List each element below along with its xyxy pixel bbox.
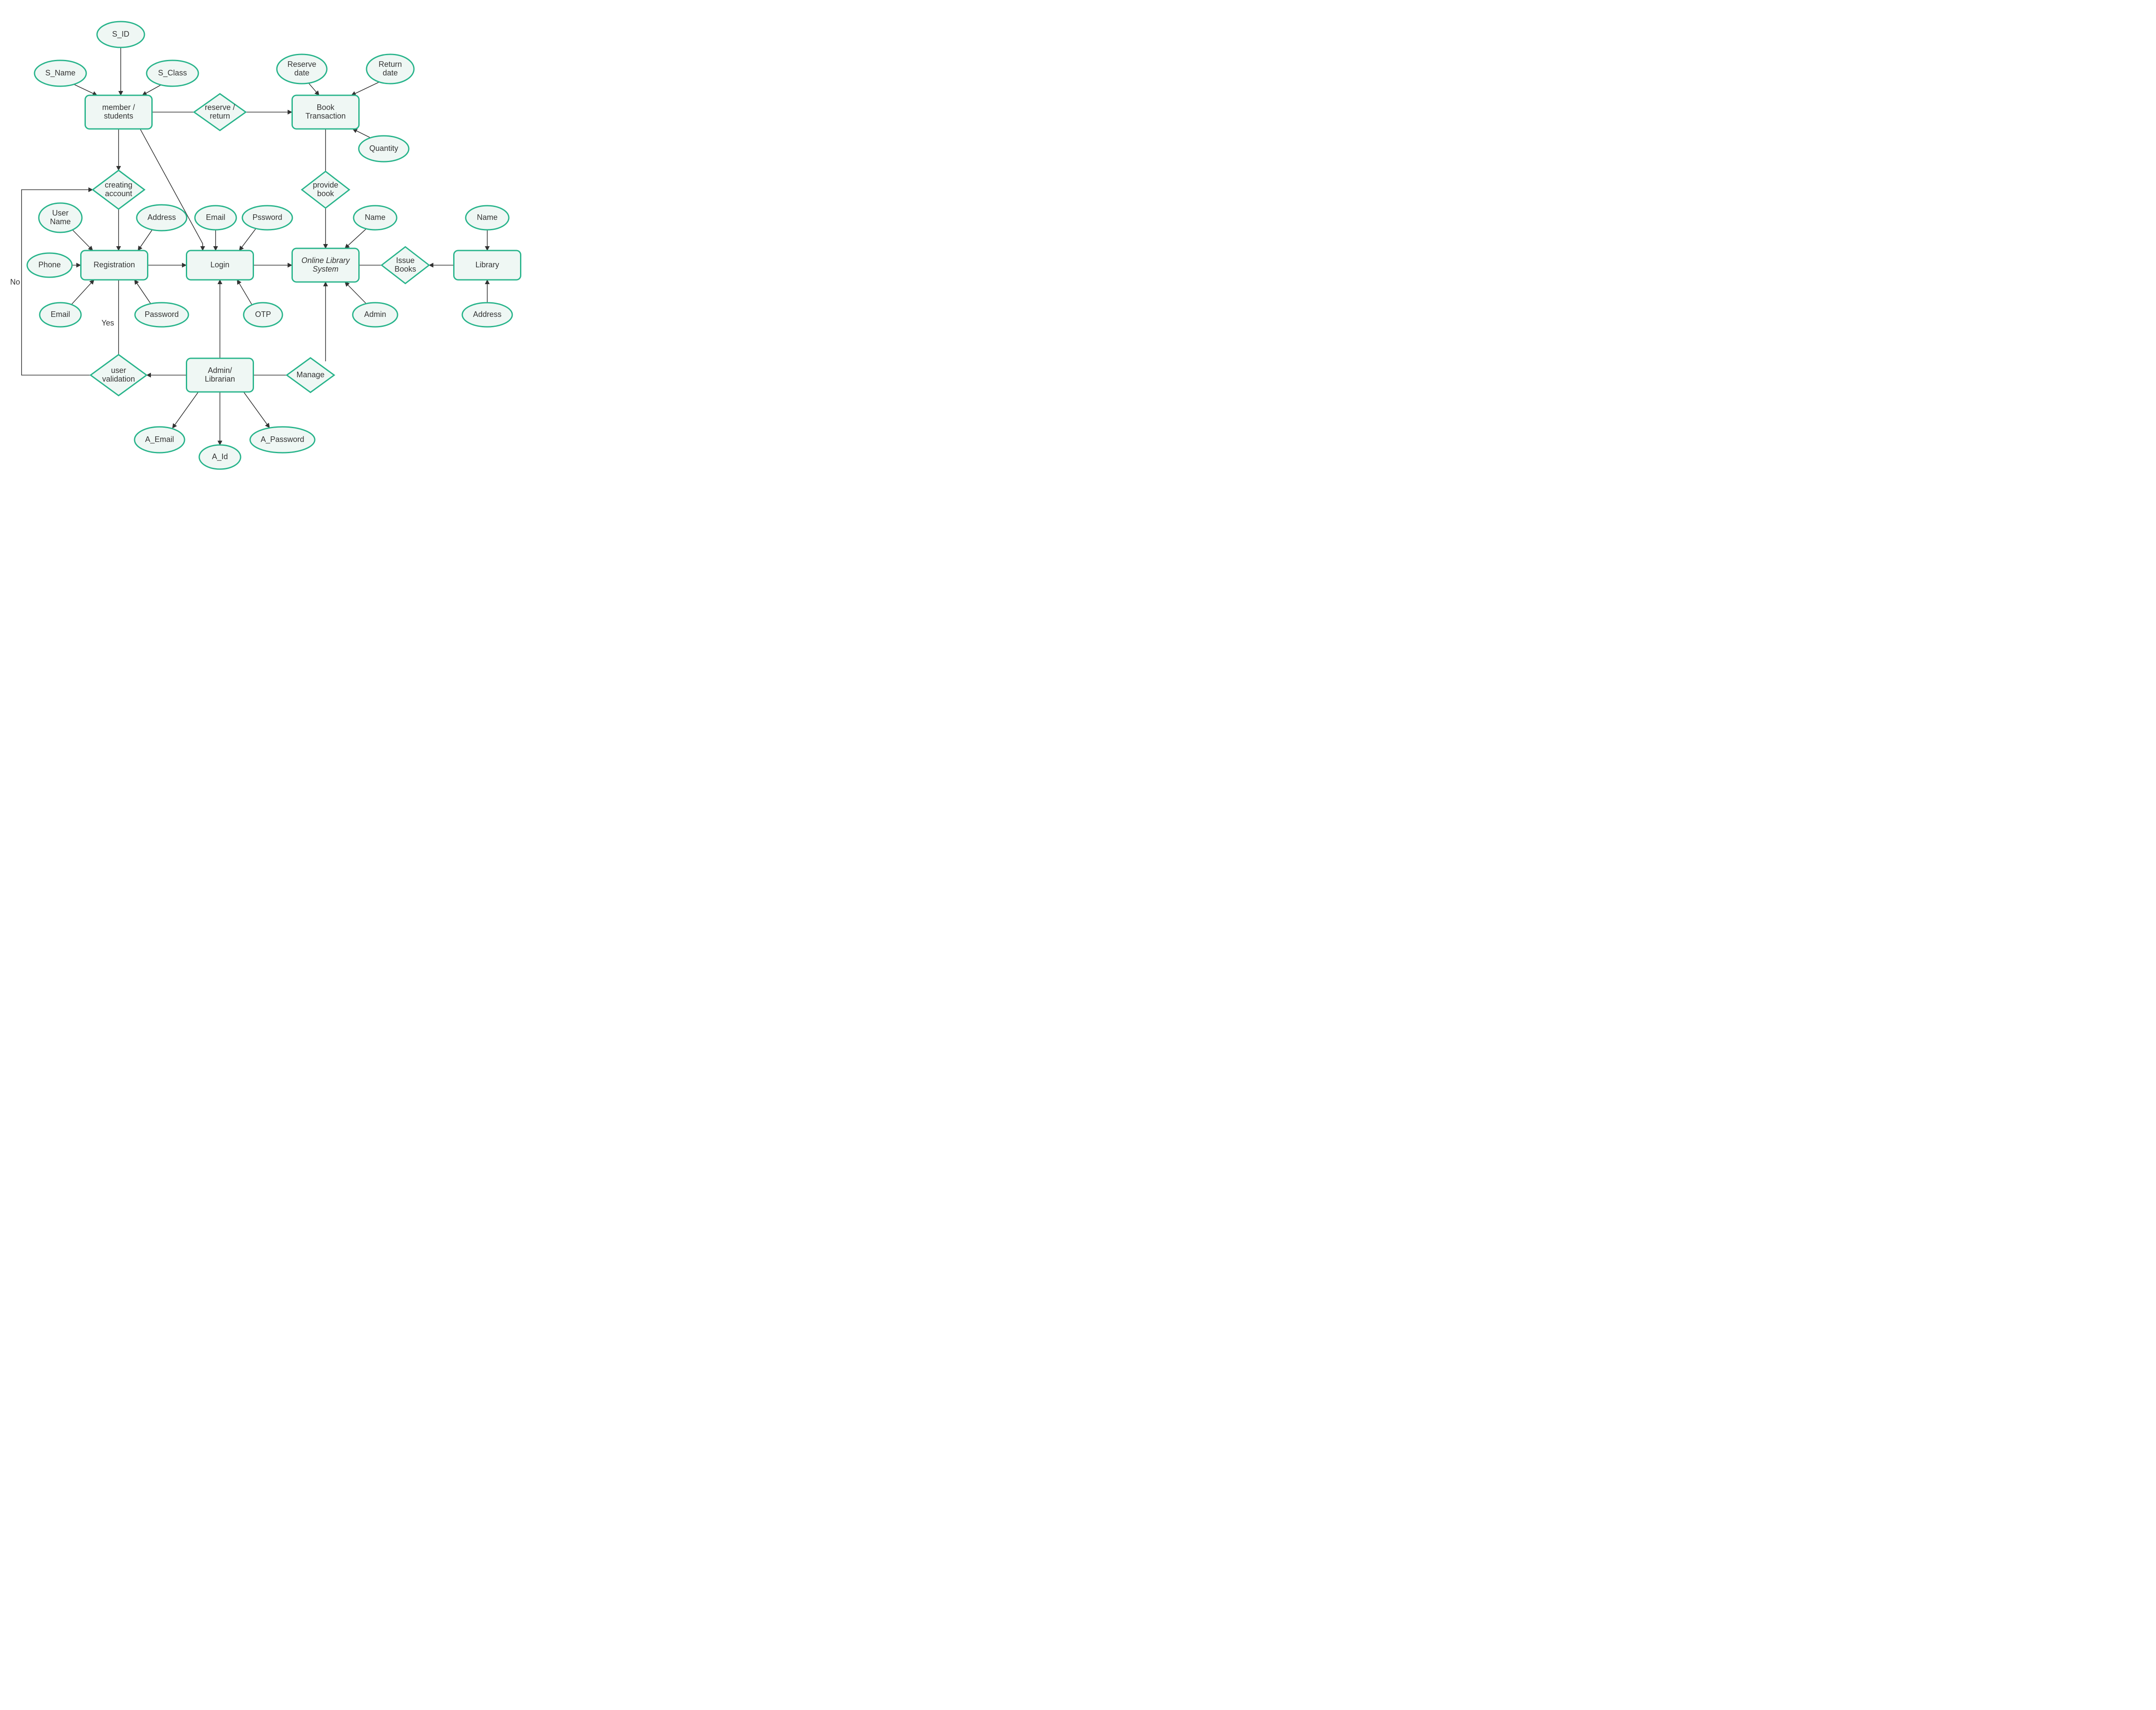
attribute-s_class: S_Class <box>147 60 198 86</box>
svg-text:Quantity: Quantity <box>369 144 398 153</box>
attribute-a_email: A_Email <box>135 427 185 453</box>
entity-login: Login <box>187 251 254 280</box>
attribute-quantity: Quantity <box>359 136 409 162</box>
svg-text:A_Email: A_Email <box>145 435 174 444</box>
svg-text:Library: Library <box>475 260 499 269</box>
relationship-manage: Manage <box>287 358 334 392</box>
svg-text:UserName: UserName <box>50 209 71 226</box>
edge-quantity-booktx <box>353 129 371 138</box>
edge-admin_a-ols <box>345 282 367 304</box>
svg-text:Registration: Registration <box>94 260 135 269</box>
attribute-username: UserName <box>39 203 82 232</box>
edge-otp-login <box>237 280 252 305</box>
attribute-password_r: Password <box>135 303 188 327</box>
attribute-a_password: A_Password <box>250 427 315 453</box>
svg-text:A_Id: A_Id <box>212 452 228 461</box>
entity-library: Library <box>454 251 521 280</box>
svg-text:Admin: Admin <box>364 310 386 319</box>
entity-students: member /students <box>85 95 152 129</box>
relationship-reserve: reserve /return <box>194 94 246 131</box>
svg-text:A_Password: A_Password <box>260 435 304 444</box>
svg-text:creatingaccount: creatingaccount <box>105 181 132 198</box>
attribute-name_ols: Name <box>354 206 397 230</box>
entity-ols: Online LibrarySystem <box>292 248 359 282</box>
svg-text:Password: Password <box>144 310 179 319</box>
attribute-s_name: S_Name <box>34 60 86 86</box>
relationship-creating: creatingaccount <box>93 170 144 209</box>
edge-ret_date-booktx <box>351 82 379 95</box>
edge-email_r-registration <box>71 280 94 305</box>
edge-pssword-login <box>239 228 257 251</box>
edge-password_r-registration <box>135 280 151 304</box>
attribute-resv_date: Reservedate <box>277 54 327 84</box>
svg-text:Email: Email <box>206 213 225 222</box>
edge-label-registration-uservalid: Yes <box>101 319 114 327</box>
svg-text:Name: Name <box>365 213 385 222</box>
svg-text:Admin/Librarian: Admin/Librarian <box>205 366 235 383</box>
svg-text:member /students: member /students <box>102 103 135 120</box>
svg-text:Address: Address <box>473 310 501 319</box>
attribute-email_r: Email <box>40 303 81 327</box>
attribute-name_lib: Name <box>466 206 509 230</box>
attribute-address2: Address <box>462 303 512 327</box>
attribute-a_id: A_Id <box>199 445 241 469</box>
svg-text:S_Name: S_Name <box>45 69 75 78</box>
edge-students-login <box>140 129 203 251</box>
edge-s_name-students <box>73 84 97 95</box>
attribute-admin_a: Admin <box>353 303 398 327</box>
svg-text:S_Class: S_Class <box>158 69 187 78</box>
edge-admin-a_email <box>172 392 198 428</box>
attribute-ret_date: Returndate <box>367 54 414 84</box>
entity-admin: Admin/Librarian <box>187 358 254 392</box>
svg-text:Pssword: Pssword <box>252 213 282 222</box>
attribute-s_id: S_ID <box>97 22 144 47</box>
attribute-phone: Phone <box>27 253 72 277</box>
relationship-uservalid: uservalidation <box>91 355 147 396</box>
attribute-address1: Address <box>137 205 187 231</box>
entity-registration: Registration <box>81 251 148 280</box>
svg-text:Login: Login <box>210 260 229 269</box>
edge-admin-a_password <box>244 392 270 428</box>
svg-text:OTP: OTP <box>255 310 271 319</box>
edge-name_ols-ols <box>345 229 367 248</box>
edge-address1-registration <box>138 229 153 251</box>
edge-label-uservalid-creating: No <box>10 278 20 286</box>
svg-text:Name: Name <box>477 213 498 222</box>
relationship-provide: providebook <box>302 172 349 208</box>
svg-text:IssueBooks: IssueBooks <box>395 256 416 273</box>
svg-text:Phone: Phone <box>38 260 61 269</box>
relationship-issue: IssueBooks <box>382 247 429 284</box>
svg-text:Manage: Manage <box>296 370 324 379</box>
edge-s_class-students <box>142 85 162 95</box>
svg-text:Email: Email <box>50 310 70 319</box>
attribute-otp: OTP <box>244 303 282 327</box>
attribute-email_l: Email <box>195 206 236 230</box>
edge-resv_date-booktx <box>308 83 319 95</box>
svg-text:Address: Address <box>147 213 176 222</box>
er-diagram: Yes No member /students BookTransaction Regi… <box>0 0 630 500</box>
entity-booktx: BookTransaction <box>292 95 359 129</box>
attribute-pssword: Pssword <box>242 206 292 230</box>
svg-text:S_ID: S_ID <box>112 30 129 39</box>
edge-username-registration <box>71 229 93 251</box>
